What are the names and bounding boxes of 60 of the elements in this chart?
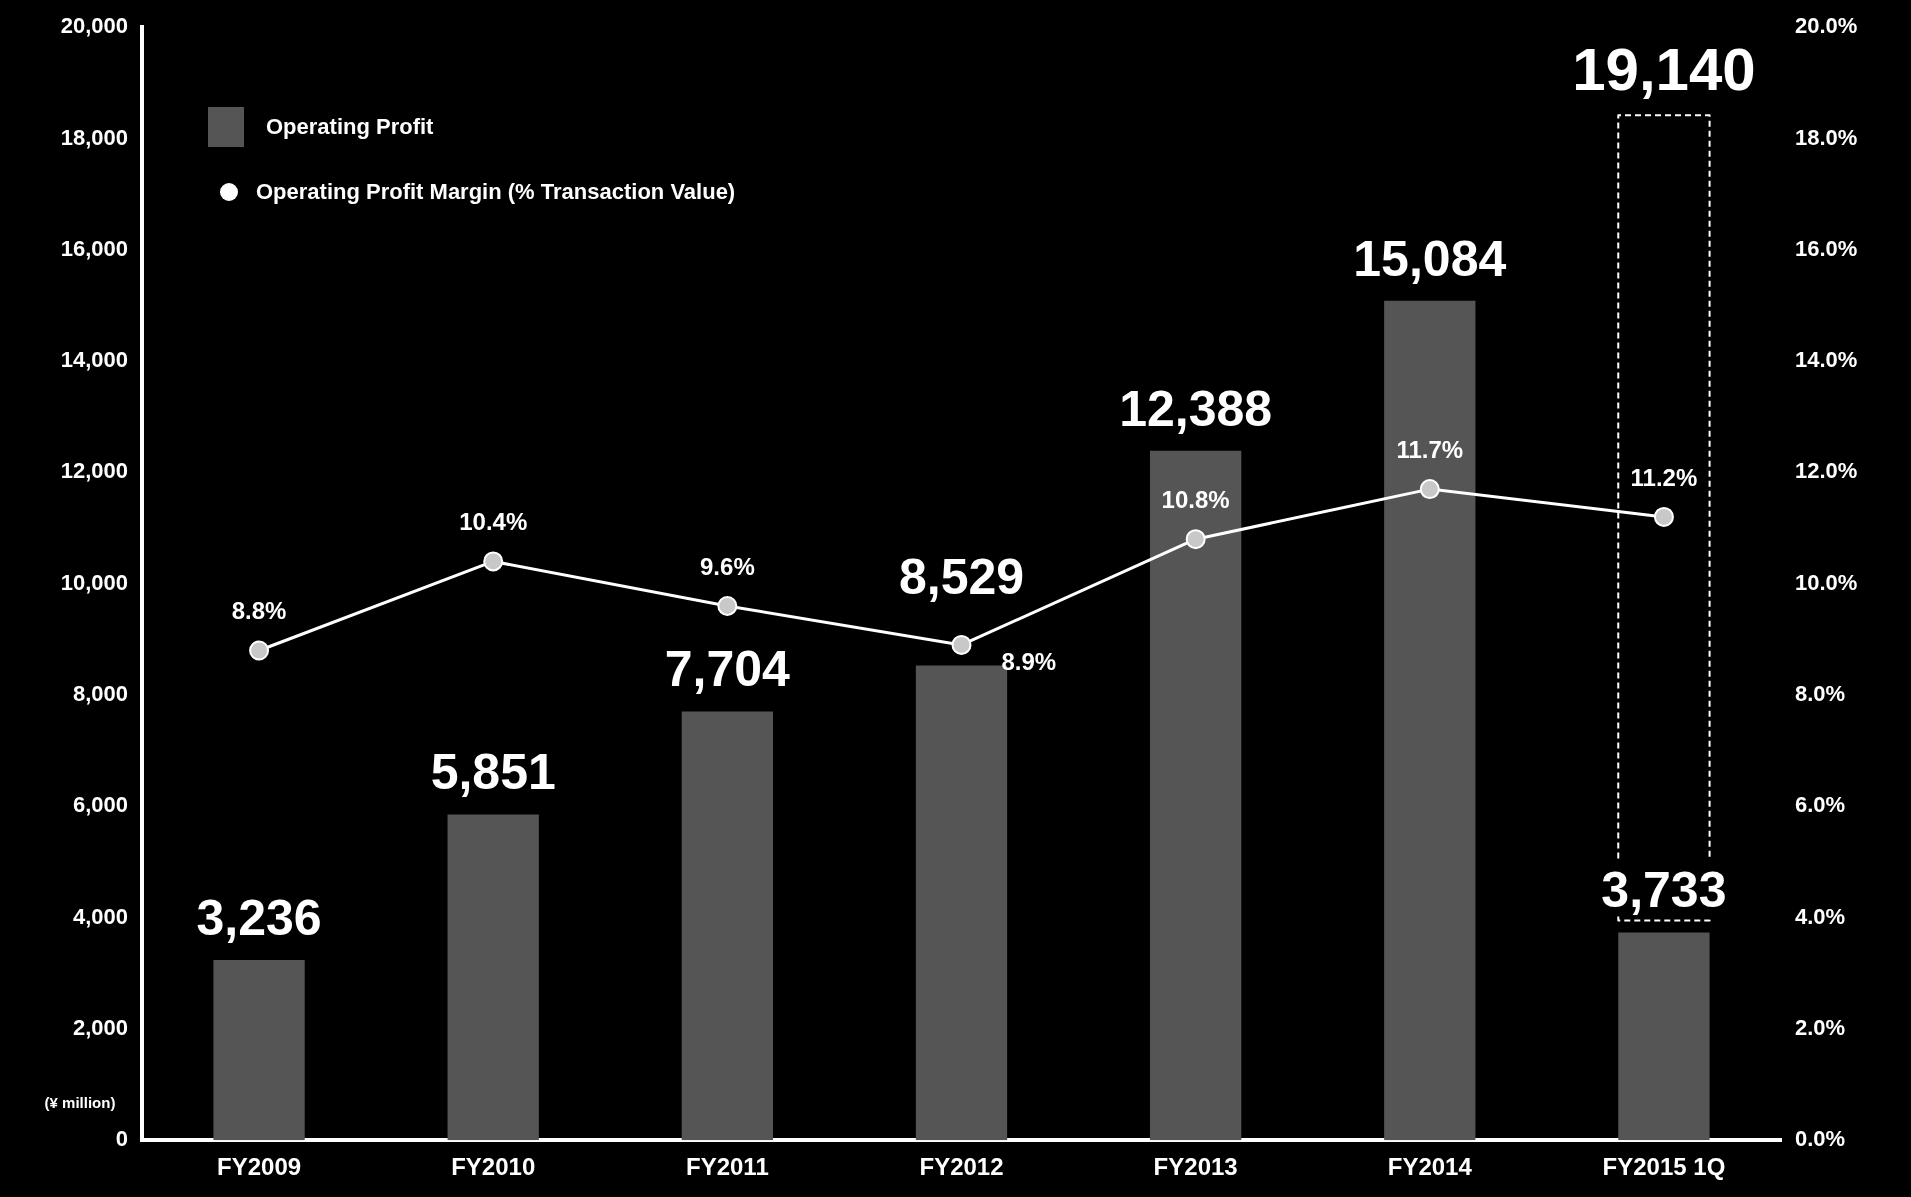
y-tick-label: 0 [115,1126,128,1152]
point [951,634,972,655]
bar [213,960,305,1141]
x-tick-label: FY2014 [1387,1153,1473,1181]
y-tick-label: 20,000 [60,13,128,39]
y2-tick-label: 18.0% [1795,124,1858,150]
data-label: 11.2% [1630,463,1698,491]
y-tick-label: 2,000 [72,1014,128,1040]
point [249,640,270,661]
legend-label: Operating Profit [266,114,434,141]
bar [1618,932,1710,1141]
y-tick-label: 16,000 [60,235,128,261]
y2-tick-label: 6.0% [1795,792,1846,818]
y-tick-label: 6,000 [72,792,128,818]
point [1419,479,1440,500]
data-label: 12,388 [1119,380,1273,437]
data-label: 11.7% [1396,435,1464,463]
data-label: 7,704 [664,641,791,698]
data-label: 8.8% [231,597,287,625]
bar [447,814,539,1141]
data-label: 9.6% [700,552,755,580]
y-tick-label: 18,000 [60,124,128,150]
point [1653,506,1674,527]
text: (¥ million) [44,1094,116,1112]
y-tick-label: 4,000 [72,903,128,929]
y2-tick-label: 0.0% [1795,1126,1846,1152]
y-tick-label: 8,000 [72,681,128,707]
data-label: 8,529 [898,548,1025,605]
data-label: 8.9% [1001,647,1057,675]
y2-tick-label: 8.0% [1795,681,1846,707]
x-tick-label: FY2011 [685,1153,769,1181]
y-tick-label: 14,000 [60,347,128,373]
data-label: 3,733 [1601,862,1727,919]
annotation: 19,140 [1572,35,1756,103]
y2-tick-label: 4.0% [1795,903,1846,929]
bar [1384,300,1476,1141]
y2-tick-label: 2.0% [1795,1014,1846,1040]
point [717,595,738,616]
data-label: 10.4% [459,508,528,536]
data-label: 15,084 [1353,230,1507,287]
x-tick-label: FY2015 1Q [1602,1153,1726,1181]
y2-tick-label: 12.0% [1795,458,1858,484]
bar [1149,450,1242,1141]
data-label: 10.8% [1161,485,1230,513]
y2-tick-label: 14.0% [1795,347,1858,373]
y2-tick-label: 16.0% [1795,235,1858,261]
point [483,551,504,572]
point [1185,529,1206,550]
y-tick-label: 12,000 [60,458,128,484]
x-tick-label: FY2010 [451,1153,536,1181]
x-tick-label: FY2013 [1153,1153,1238,1181]
legend-label: Operating Profit Margin (% Transaction Value) [256,179,736,206]
x-tick-label: FY2009 [217,1153,302,1181]
data-label: 3,236 [196,889,322,946]
data-label: 5,851 [430,744,556,801]
bar [681,711,774,1141]
y-tick-label: 10,000 [60,569,128,595]
y2-tick-label: 20.0% [1795,13,1858,39]
y2-tick-label: 10.0% [1795,569,1858,595]
x-tick-label: FY2012 [919,1153,1004,1181]
